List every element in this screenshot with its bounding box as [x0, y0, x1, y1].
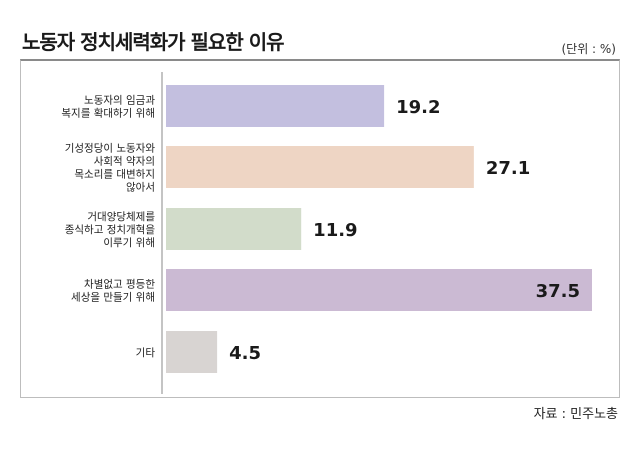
bar-5 [166, 331, 218, 373]
category-label-line: 목소리를 대변하지 [74, 168, 155, 181]
category-label-2: 기성정당이 노동자와 사회적 약자의 목소리를 대변하지 않아서 [65, 143, 156, 194]
category-label-line: 세상을 만들기 위해 [71, 291, 155, 304]
category-label-line: 않아서 [126, 182, 155, 194]
value-label-1: 19.2 [396, 97, 440, 118]
category-label-line: 복지를 확대하기 위해 [61, 107, 155, 120]
value-label-3: 11.9 [313, 220, 357, 241]
source-note: 자료 : 민주노총 [533, 407, 618, 422]
bar-1 [166, 85, 385, 127]
value-label-5: 4.5 [229, 343, 261, 364]
bar-2 [166, 146, 474, 188]
bar-3 [166, 208, 302, 250]
category-label-3: 거대양당체제를 종식하고 정치개혁을 이루기 위해 [65, 211, 156, 249]
chart-title: 노동자 정치세력화가 필요한 이유 [22, 30, 284, 54]
category-label-line: 노동자의 임금과 [84, 94, 155, 107]
category-label-1: 노동자의 임금과 복지를 확대하기 위해 [61, 94, 155, 120]
value-label-4: 37.5 [536, 281, 580, 302]
category-label-line: 차별없고 평등한 [84, 278, 155, 291]
category-label-line: 기성정당이 노동자와 [65, 143, 156, 155]
category-label-line: 종식하고 정치개혁을 [65, 223, 156, 236]
category-label-4: 차별없고 평등한 세상을 만들기 위해 [71, 278, 155, 304]
bar-4 [166, 269, 592, 311]
value-label-2: 27.1 [486, 158, 530, 179]
unit-label: (단위 : %) [561, 42, 616, 56]
category-label-line: 기타 [136, 347, 156, 359]
chart-frame [20, 59, 620, 398]
category-label-line: 사회적 약자의 [94, 156, 155, 168]
category-label-line: 거대양당체제를 [87, 211, 155, 223]
category-label-line: 이루기 위해 [103, 236, 155, 249]
category-label-5: 기타 [136, 347, 156, 359]
